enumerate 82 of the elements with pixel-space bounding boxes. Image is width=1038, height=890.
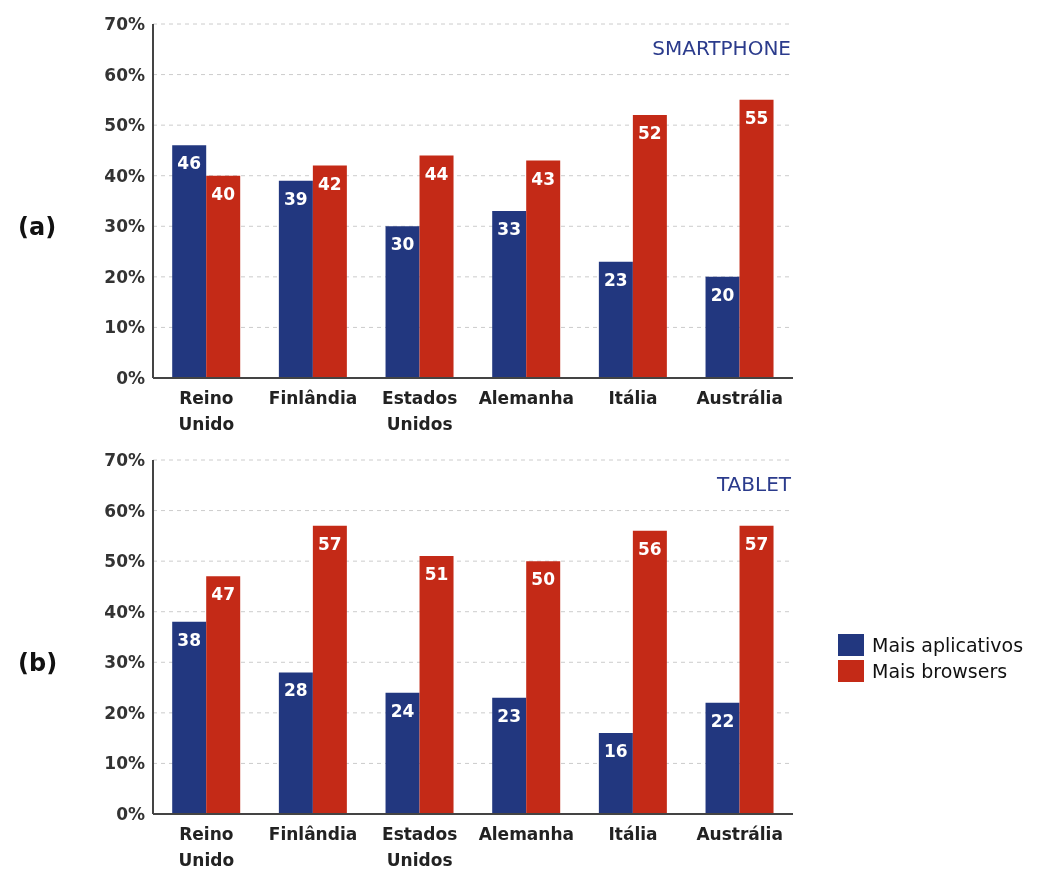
data-label: 51 — [424, 564, 449, 585]
x-tick-label: Alemanha — [478, 388, 575, 408]
data-label: 22 — [710, 710, 735, 731]
y-tick-label: 50% — [104, 551, 145, 572]
text: (a) — [18, 213, 57, 241]
bar — [492, 211, 527, 378]
data-label: 50 — [531, 569, 556, 590]
bar — [492, 697, 527, 814]
bar — [419, 155, 454, 378]
x-tick-label: Alemanha — [478, 824, 575, 844]
data-label: 23 — [497, 705, 522, 726]
data-label: 30 — [390, 234, 415, 255]
x-tick-label: Itália — [608, 388, 658, 408]
bar — [385, 692, 420, 814]
data-label: 46 — [177, 153, 202, 174]
data-label: 52 — [638, 123, 662, 144]
data-label: 57 — [744, 533, 769, 554]
y-tick-label: 40% — [104, 165, 145, 186]
x-tick-label: Austrália — [696, 388, 783, 408]
bar — [739, 525, 774, 814]
bar — [278, 672, 313, 814]
bar — [598, 733, 633, 814]
text: SMARTPHONE — [652, 36, 791, 60]
x-tick-label: Finlândia — [268, 824, 358, 844]
text: TABLET — [716, 472, 791, 496]
x-tick-label: Austrália — [696, 824, 783, 844]
data-label: 16 — [604, 741, 628, 762]
bar — [526, 561, 561, 814]
y-tick-label: 70% — [104, 450, 145, 471]
bar — [419, 556, 454, 814]
data-label: 44 — [424, 163, 449, 184]
y-tick-label: 60% — [104, 500, 145, 521]
bar — [739, 99, 774, 378]
x-tick-label: Reino Unido — [178, 824, 235, 870]
x-tick-label: Estados Unidos — [382, 824, 458, 870]
data-label: 43 — [531, 168, 556, 189]
y-tick-label: 10% — [104, 317, 145, 338]
data-label: 28 — [284, 680, 308, 701]
y-tick-label: 20% — [104, 702, 145, 723]
bar — [312, 165, 347, 378]
bar — [705, 702, 740, 814]
bar — [278, 180, 313, 378]
y-tick-label: 50% — [104, 115, 145, 136]
data-label: 24 — [390, 700, 415, 721]
x-tick-label: Estados Unidos — [382, 388, 458, 434]
y-tick-label: 30% — [104, 652, 145, 673]
bar — [206, 576, 241, 814]
y-tick-label: 20% — [104, 266, 145, 287]
bar — [172, 621, 207, 814]
data-label: 40 — [211, 183, 236, 204]
bar — [598, 261, 633, 378]
x-tick-label: Itália — [608, 824, 658, 844]
y-tick-label: 60% — [104, 64, 145, 85]
data-label: 39 — [284, 188, 308, 209]
bar — [385, 226, 420, 378]
data-label: 42 — [318, 173, 342, 194]
legend-label: Mais aplicativos — [872, 634, 1024, 656]
y-tick-label: 40% — [104, 601, 145, 622]
data-label: 33 — [497, 219, 522, 240]
data-label: 23 — [604, 269, 628, 290]
bar — [206, 175, 241, 378]
y-tick-label: 70% — [104, 14, 145, 35]
bar — [312, 525, 347, 814]
data-label: 47 — [211, 584, 236, 605]
bar — [632, 115, 667, 378]
x-tick-label: Reino Unido — [178, 388, 235, 434]
data-label: 55 — [744, 107, 769, 128]
x-tick-label: Finlândia — [268, 388, 358, 408]
text: (b) — [18, 649, 58, 677]
bar — [526, 160, 561, 378]
data-label: 38 — [177, 629, 202, 650]
bar — [632, 530, 667, 814]
legend-label: Mais browsers — [872, 660, 1008, 682]
y-tick-label: 30% — [104, 216, 145, 237]
data-label: 57 — [318, 533, 342, 554]
data-label: 20 — [710, 284, 735, 305]
bar — [705, 276, 740, 378]
y-tick-label: 10% — [104, 753, 145, 774]
y-tick-label: 0% — [116, 368, 145, 389]
y-tick-label: 0% — [116, 804, 145, 825]
data-label: 56 — [638, 538, 662, 559]
bar — [172, 145, 207, 378]
